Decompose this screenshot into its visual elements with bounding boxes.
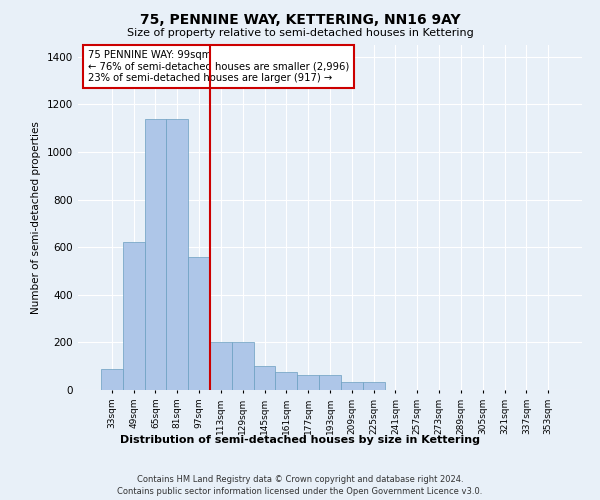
Bar: [101, 368, 123, 390]
Text: Contains public sector information licensed under the Open Government Licence v3: Contains public sector information licen…: [118, 488, 482, 496]
Bar: [188, 257, 210, 390]
Bar: [363, 382, 385, 390]
Bar: [145, 119, 166, 390]
Text: 75, PENNINE WAY, KETTERING, NN16 9AY: 75, PENNINE WAY, KETTERING, NN16 9AY: [140, 12, 460, 26]
Bar: [319, 374, 341, 390]
Bar: [254, 366, 275, 390]
Text: 75 PENNINE WAY: 99sqm
← 76% of semi-detached houses are smaller (2,996)
23% of s: 75 PENNINE WAY: 99sqm ← 76% of semi-deta…: [88, 50, 349, 84]
Text: Distribution of semi-detached houses by size in Kettering: Distribution of semi-detached houses by …: [120, 435, 480, 445]
Text: Size of property relative to semi-detached houses in Kettering: Size of property relative to semi-detach…: [127, 28, 473, 38]
Bar: [232, 342, 254, 390]
Bar: [297, 374, 319, 390]
Bar: [275, 372, 297, 390]
Bar: [210, 342, 232, 390]
Bar: [123, 242, 145, 390]
Text: Contains HM Land Registry data © Crown copyright and database right 2024.: Contains HM Land Registry data © Crown c…: [137, 475, 463, 484]
Y-axis label: Number of semi-detached properties: Number of semi-detached properties: [31, 121, 41, 314]
Bar: [166, 119, 188, 390]
Bar: [341, 382, 363, 390]
